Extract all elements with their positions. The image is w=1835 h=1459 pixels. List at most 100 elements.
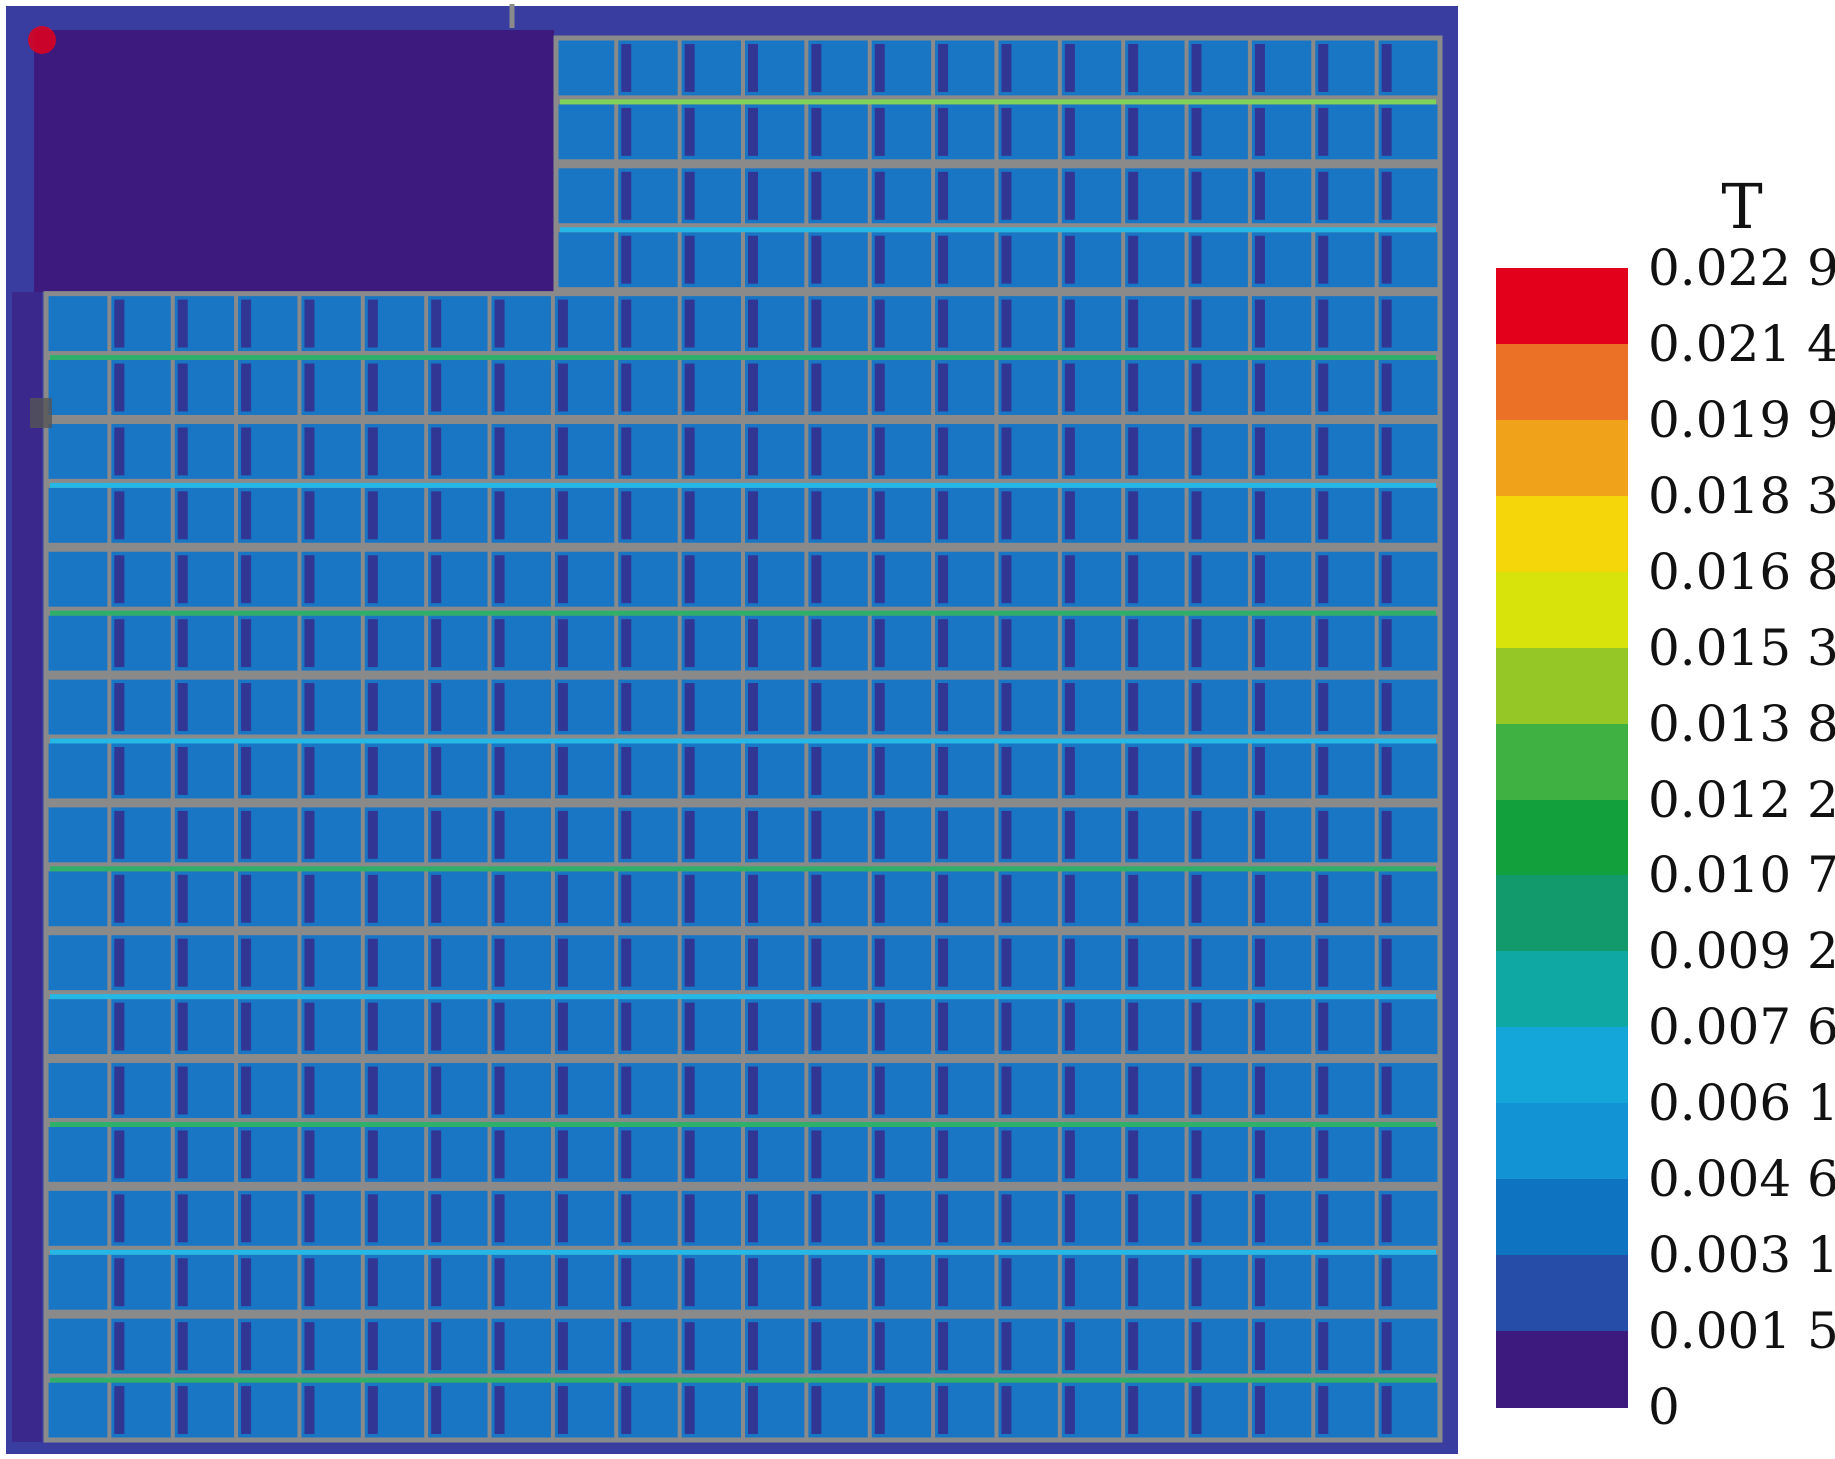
legend-color-bar bbox=[1496, 268, 1628, 1408]
cell-dark-band bbox=[494, 1386, 505, 1434]
legend-label: 0.004 6 bbox=[1648, 1150, 1835, 1209]
cell-dark-band bbox=[1128, 427, 1139, 476]
cell-dark-band bbox=[684, 874, 695, 923]
cell-dark-band bbox=[684, 683, 695, 731]
cell-dark-band bbox=[1128, 683, 1139, 731]
cell-dark-band bbox=[494, 747, 505, 795]
cell-dark-band bbox=[177, 363, 188, 412]
cell-dark-band bbox=[1254, 1130, 1265, 1179]
cell-dark-band bbox=[1318, 938, 1329, 987]
cell-dark-band bbox=[304, 874, 315, 923]
cell-dark-band bbox=[431, 427, 442, 476]
cell-dark-band bbox=[811, 1258, 822, 1307]
legend-swatch bbox=[1496, 419, 1628, 497]
row-frame bbox=[43, 1058, 1443, 1123]
cell-dark-band bbox=[1064, 44, 1075, 92]
cell-dark-band bbox=[1001, 810, 1012, 859]
cell-dark-band bbox=[621, 1258, 632, 1307]
cell-dark-band bbox=[874, 44, 885, 92]
cell-dark-band bbox=[938, 1066, 949, 1115]
cell-dark-band bbox=[431, 1002, 442, 1051]
cell-dark-band bbox=[431, 747, 442, 795]
cell-dark-band bbox=[494, 683, 505, 731]
cell-dark-band bbox=[1064, 874, 1075, 923]
cell-dark-band bbox=[1064, 427, 1075, 476]
cell-dark-band bbox=[1128, 171, 1139, 220]
cell-dark-band bbox=[684, 363, 695, 412]
contour-field bbox=[6, 4, 1458, 1454]
cell-dark-band bbox=[1191, 427, 1202, 476]
cell-dark-band bbox=[1381, 427, 1392, 476]
cell-dark-band bbox=[494, 874, 505, 923]
cell-dark-band bbox=[177, 1194, 188, 1243]
cell-dark-band bbox=[621, 619, 632, 668]
cell-dark-band bbox=[1318, 747, 1329, 795]
cell-dark-band bbox=[114, 299, 125, 348]
cell-dark-band bbox=[114, 1322, 125, 1371]
row-frame bbox=[43, 546, 1443, 612]
cell-dark-band bbox=[938, 1194, 949, 1243]
cell-dark-band bbox=[431, 683, 442, 731]
cell-dark-band bbox=[1318, 555, 1329, 604]
cell-dark-band bbox=[1128, 747, 1139, 795]
row-frame bbox=[553, 35, 1443, 101]
cell-dark-band bbox=[1064, 1130, 1075, 1179]
cell-dark-band bbox=[367, 874, 378, 923]
cell-dark-band bbox=[621, 1194, 632, 1243]
cell-dark-band bbox=[1381, 171, 1392, 220]
cell-dark-band bbox=[938, 1258, 949, 1307]
cell-dark-band bbox=[621, 874, 632, 923]
cell-dark-band bbox=[811, 938, 822, 987]
cell-dark-band bbox=[1128, 1322, 1139, 1371]
cell-dark-band bbox=[1191, 1066, 1202, 1115]
cell-dark-band bbox=[304, 1322, 315, 1371]
cell-dark-band bbox=[1128, 299, 1139, 348]
cell-dark-band bbox=[748, 874, 758, 923]
cell-dark-band bbox=[748, 810, 758, 859]
cell-dark-band bbox=[241, 1258, 252, 1307]
cell-dark-band bbox=[1001, 171, 1012, 220]
cell-dark-band bbox=[241, 1002, 252, 1051]
cell-dark-band bbox=[874, 683, 885, 731]
cell-dark-band bbox=[684, 938, 695, 987]
cell-dark-band bbox=[1128, 235, 1139, 284]
cell-dark-band bbox=[938, 747, 949, 795]
cell-dark-band bbox=[1381, 874, 1392, 923]
cell-dark-band bbox=[938, 363, 949, 412]
cell-dark-band bbox=[304, 1002, 315, 1051]
cell-dark-band bbox=[1191, 938, 1202, 987]
cell-dark-band bbox=[684, 1258, 695, 1307]
cell-dark-band bbox=[1064, 107, 1075, 156]
cell-dark-band bbox=[1318, 1130, 1329, 1179]
cell-dark-band bbox=[938, 491, 949, 540]
cell-dark-band bbox=[241, 938, 252, 987]
cell-dark-band bbox=[431, 619, 442, 668]
cell-dark-band bbox=[938, 810, 949, 859]
cell-dark-band bbox=[1254, 1322, 1265, 1371]
cell-dark-band bbox=[748, 299, 758, 348]
cell-dark-band bbox=[177, 1066, 188, 1115]
cell-dark-band bbox=[1001, 44, 1012, 92]
cell-dark-band bbox=[1254, 171, 1265, 220]
cell-dark-band bbox=[1381, 683, 1392, 731]
legend-label: 0.007 6 bbox=[1648, 998, 1835, 1057]
cell-dark-band bbox=[1381, 1194, 1392, 1243]
cell-dark-band bbox=[494, 427, 505, 476]
cell-dark-band bbox=[748, 1386, 758, 1434]
cell-dark-band bbox=[304, 1194, 315, 1243]
cell-dark-band bbox=[748, 747, 758, 795]
cell-dark-band bbox=[1318, 44, 1329, 92]
cell-dark-band bbox=[1254, 1258, 1265, 1307]
cell-dark-band bbox=[241, 1194, 252, 1243]
cell-dark-band bbox=[621, 107, 632, 156]
cell-dark-band bbox=[1128, 619, 1139, 668]
cell-dark-band bbox=[748, 363, 758, 412]
cell-dark-band bbox=[748, 1258, 758, 1307]
cell-dark-band bbox=[1381, 1066, 1392, 1115]
cell-dark-band bbox=[1001, 1322, 1012, 1371]
cell-dark-band bbox=[1381, 44, 1392, 92]
cell-dark-band bbox=[431, 555, 442, 604]
cell-dark-band bbox=[748, 491, 758, 540]
cell-dark-band bbox=[1381, 1258, 1392, 1307]
legend-swatch bbox=[1496, 799, 1628, 877]
